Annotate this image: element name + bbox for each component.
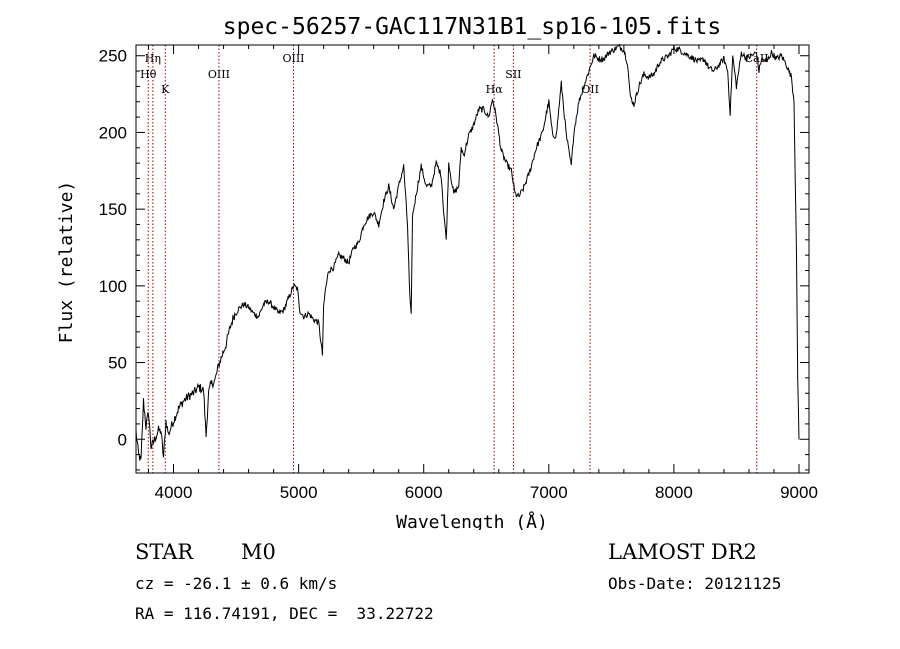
x-axis-label: Wavelength (Å)	[396, 511, 548, 530]
y-tick-label: 200	[99, 123, 127, 142]
y-tick-label: 0	[118, 430, 127, 449]
object-class: STAR	[135, 540, 194, 564]
x-tick-label: 8000	[655, 483, 693, 502]
x-tick-label: 5000	[280, 483, 318, 502]
x-tick-label: 4000	[155, 483, 193, 502]
x-tick-label: 6000	[405, 483, 443, 502]
plot-frame	[135, 44, 810, 474]
line-marker-label: Hα	[486, 83, 504, 96]
spectrum-chart: spec-56257-GAC117N31B1_sp16-105.fits 400…	[56, 14, 818, 530]
y-tick-label: 50	[108, 354, 127, 373]
x-axis: 4000 5000 6000 7000 8000 9000	[148, 45, 818, 502]
line-marker-label: SII	[505, 68, 521, 81]
redshift-text: cz = -26.1 ± 0.6 km/s	[135, 574, 338, 593]
y-tick-label: 100	[99, 277, 127, 296]
line-marker-label: OIII	[282, 52, 304, 65]
y-tick-label: 250	[99, 47, 127, 66]
line-marker-label: OIII	[208, 68, 230, 81]
spectrum-line	[135, 43, 800, 461]
line-marker-label: Hθ	[140, 68, 157, 81]
x-tick-label: 7000	[530, 483, 568, 502]
line-marker-label: OII	[581, 83, 599, 96]
coordinates: RA = 116.74191, DEC = 33.22722	[135, 604, 434, 623]
line-marker-label: CaII	[745, 52, 769, 65]
chart-title: spec-56257-GAC117N31B1_sp16-105.fits	[223, 14, 722, 40]
line-markers	[147, 45, 758, 473]
spectrum-series	[135, 43, 800, 461]
y-axis: 0 50 100 150 200 250	[99, 47, 809, 471]
line-marker-label: K	[161, 83, 170, 96]
x-tick-label: 9000	[780, 483, 818, 502]
survey-name: LAMOST DR2	[608, 540, 757, 564]
y-tick-label: 150	[99, 200, 127, 219]
y-axis-label: Flux (relative)	[56, 181, 77, 344]
obs-date: Obs-Date: 20121125	[608, 574, 782, 593]
line-marker-label: Hη	[145, 52, 161, 65]
subclass: M0	[241, 540, 276, 564]
